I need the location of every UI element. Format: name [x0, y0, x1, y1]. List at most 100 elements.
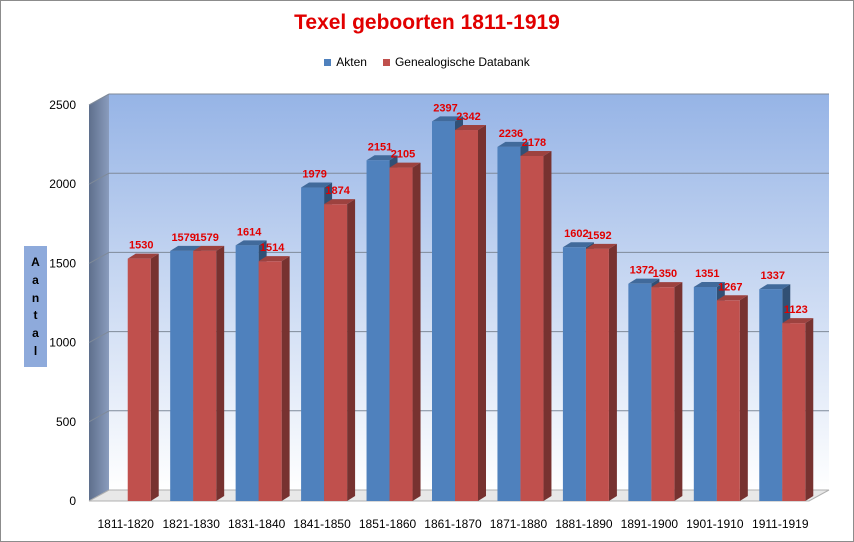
bar-side — [608, 243, 617, 501]
bar-top — [170, 245, 202, 251]
bar-side — [739, 295, 748, 501]
y-axis-title-letter: a — [32, 326, 39, 341]
bar-side — [216, 245, 225, 501]
data-label: 1579 — [194, 232, 218, 244]
bar-akten — [693, 287, 717, 501]
bar-genealogische-databank — [389, 167, 413, 501]
bar-side — [805, 318, 814, 501]
legend-label-akten: Akten — [336, 55, 367, 69]
bar-top — [651, 282, 683, 288]
gridline-side — [88, 251, 110, 264]
data-label: 1267 — [718, 281, 742, 293]
data-label: 1350 — [653, 268, 677, 280]
data-label: 1979 — [302, 169, 326, 181]
bar-akten — [301, 187, 325, 501]
bar-top — [324, 199, 356, 205]
bar-top — [193, 245, 225, 251]
data-label: 2236 — [499, 128, 523, 140]
legend: Akten Genealogische Databank — [1, 55, 853, 69]
bar-top — [782, 318, 814, 324]
bar-top — [455, 125, 486, 131]
bar-top — [628, 278, 660, 284]
data-label: 1602 — [564, 228, 588, 240]
y-tick-label: 0 — [69, 494, 76, 508]
y-tick-label: 2500 — [49, 98, 76, 112]
legend-item-genealogische-databank: Genealogische Databank — [382, 55, 530, 69]
x-tick-label: 1811-1820 — [97, 517, 154, 531]
bar-side — [478, 125, 486, 502]
data-label: 1530 — [129, 240, 153, 252]
bar-genealogische-databank — [193, 250, 217, 501]
bar-top — [127, 253, 159, 259]
x-tick-label: 1861-1870 — [424, 517, 482, 531]
bar-genealogische-databank — [455, 130, 478, 501]
bar-top — [585, 243, 617, 249]
y-tick-label: 1000 — [49, 336, 76, 350]
data-label: 1337 — [761, 270, 785, 282]
y-axis-title-letter: n — [31, 290, 40, 305]
legend-label-genealogische-databank: Genealogische Databank — [394, 55, 530, 69]
bar-akten — [497, 146, 521, 501]
bar-genealogische-databank — [585, 248, 609, 501]
bar-top — [366, 155, 398, 161]
gridline-side — [88, 172, 110, 185]
legend-swatch-akten — [324, 58, 332, 66]
x-tick-label: 1831-1840 — [228, 517, 286, 531]
data-label: 1351 — [695, 268, 719, 280]
bar-genealogische-databank — [127, 258, 151, 501]
data-label: 1372 — [630, 265, 654, 277]
bar-top — [301, 182, 333, 188]
bar-genealogische-databank — [651, 287, 675, 501]
bar-side — [674, 282, 683, 501]
bar-top — [497, 141, 529, 147]
y-axis-title-letter: a — [32, 272, 39, 287]
bar-akten — [759, 289, 783, 501]
data-label: 1579 — [171, 232, 195, 244]
y-tick-label: 500 — [56, 415, 76, 429]
y-tick-label: 1500 — [49, 256, 76, 270]
gridline-side — [88, 93, 110, 106]
y-axis-title-letter: l — [33, 344, 38, 359]
data-label: 2397 — [433, 102, 457, 114]
bar-side — [543, 151, 552, 501]
chart-title: Texel geboorten 1811-1919 — [294, 11, 560, 34]
bar-side — [347, 199, 356, 502]
bar-genealogische-databank — [324, 204, 348, 502]
bar-top — [520, 151, 552, 157]
bar-genealogische-databank — [258, 261, 282, 501]
bar-akten — [366, 160, 390, 501]
gridline-side — [88, 331, 110, 344]
y-tick-label: 2000 — [49, 177, 76, 191]
bar-top — [235, 240, 267, 246]
bar-akten — [235, 245, 259, 501]
data-label: 2105 — [391, 149, 415, 161]
x-tick-label: 1891-1900 — [621, 517, 679, 531]
data-label: 1614 — [237, 226, 262, 238]
legend-item-akten: Akten — [324, 55, 367, 69]
bar-akten — [562, 247, 586, 501]
y-axis-title-letter: t — [33, 308, 38, 323]
x-tick-label: 1881-1890 — [555, 517, 613, 531]
bar-side — [281, 256, 290, 501]
data-label: 1592 — [587, 230, 611, 242]
plot-side-wall — [89, 94, 109, 501]
x-tick-label: 1871-1880 — [490, 517, 548, 531]
data-label: 2178 — [522, 137, 546, 149]
bar-side — [412, 162, 421, 501]
bar-top — [716, 295, 748, 301]
x-tick-label: 1901-1910 — [686, 517, 744, 531]
data-label: 2151 — [368, 141, 392, 153]
bar-top — [759, 284, 791, 290]
y-axis-title-letter: A — [31, 254, 40, 269]
data-label: 1123 — [784, 304, 808, 316]
data-label: 1514 — [260, 242, 285, 254]
bar-genealogische-databank — [520, 156, 544, 501]
bar-top — [432, 116, 463, 122]
bar-top — [693, 282, 725, 288]
x-tick-label: 1911-1919 — [752, 517, 809, 531]
bar-akten — [628, 283, 652, 501]
bar-akten — [170, 250, 194, 501]
gridline-side — [88, 410, 110, 423]
